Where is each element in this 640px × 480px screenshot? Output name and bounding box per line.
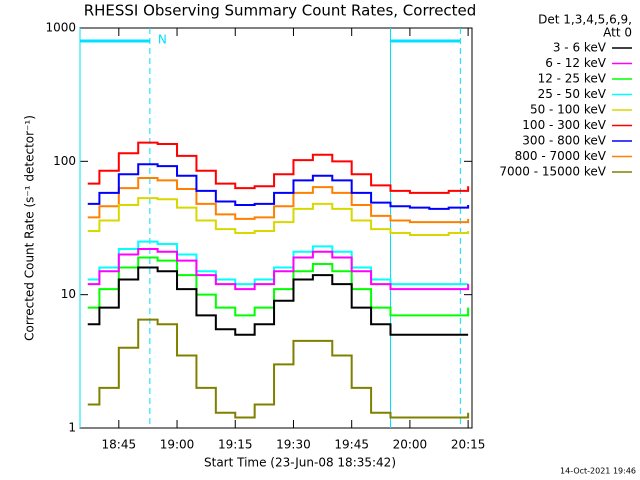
series-line <box>87 318 470 419</box>
series-line <box>87 256 470 317</box>
x-tick-label: 20:00 <box>393 438 428 452</box>
legend-label: 6 - 12 keV <box>545 56 607 70</box>
y-axis-label: Corrected Count Rate (s⁻¹ detector⁻¹) <box>23 115 37 341</box>
x-tick-label: 18:45 <box>102 438 137 452</box>
legend-label: 300 - 800 keV <box>522 134 606 148</box>
x-tick-label: 19:00 <box>160 438 195 452</box>
legend-label: 800 - 7000 keV <box>515 149 607 163</box>
plot-frame <box>79 27 473 429</box>
x-tick-label: 20:15 <box>451 438 486 452</box>
series-line <box>87 248 470 291</box>
series-line <box>87 240 469 286</box>
chart-title: RHESSI Observing Summary Count Rates, Co… <box>84 2 477 20</box>
legend-label: 100 - 300 keV <box>522 118 606 132</box>
series-line <box>87 176 470 224</box>
series-line <box>87 197 470 237</box>
y-tick-label: 10 <box>61 287 76 301</box>
legend-label: 7000 - 15000 keV <box>499 165 606 179</box>
x-tick-label: 19:45 <box>334 438 369 452</box>
legend-label: 3 - 6 keV <box>553 41 607 55</box>
x-tick-label: 19:15 <box>218 438 253 452</box>
legend-header: Att 0 <box>603 26 632 40</box>
legend-label: 12 - 25 keV <box>538 72 607 86</box>
x-axis-label: Start Time (23-Jun-08 18:35:42) <box>204 456 396 470</box>
series-line <box>87 266 469 336</box>
y-tick-label: 100 <box>53 154 76 168</box>
y-tick-label: 1000 <box>45 21 76 35</box>
y-tick-label: 1 <box>68 421 76 435</box>
x-tick-label: 19:30 <box>276 438 311 452</box>
legend-label: 50 - 100 keV <box>530 103 607 117</box>
legend-label: 25 - 50 keV <box>538 87 607 101</box>
series-line <box>87 163 470 210</box>
legend-header: Det 1,3,4,5,6,9, <box>538 13 632 27</box>
series-line <box>87 141 470 194</box>
annotation-label: N <box>158 33 167 47</box>
footer: 14-Oct-2021 19:46 <box>560 467 636 476</box>
